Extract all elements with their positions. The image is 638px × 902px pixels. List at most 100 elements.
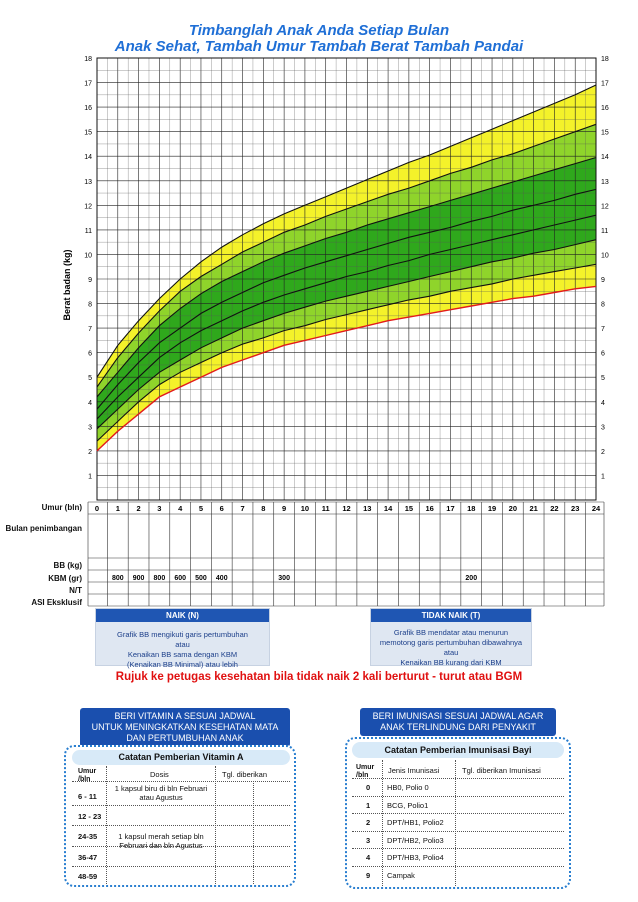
imunisasi-row-umur-5: 9 (366, 870, 371, 880)
vitamin-panel (64, 745, 296, 887)
referral-warning: Rujuk ke petugas kesehatan bila tidak na… (115, 671, 523, 683)
record-table-grid (87, 501, 605, 607)
tidak-naik-line1: Grafik BB mendatar atau menurun (393, 628, 509, 637)
naik-header: NAIK (N) (96, 609, 269, 622)
imunisasi-table-head: Catatan Pemberian Imunisasi Bayi (352, 742, 564, 758)
vitamin-col-umur: Umur /bln (78, 768, 97, 783)
x-tick-23: 23 (571, 504, 579, 513)
tidak-naik-line2: memotong garis pertumbuhan dibawahnya (379, 638, 523, 647)
row-label-kbm: KBM (gr) (48, 574, 82, 583)
x-tick-14: 14 (384, 504, 393, 513)
x-tick-24: 24 (592, 504, 601, 513)
tidak-naik-header: TIDAK NAIK (T) (371, 609, 531, 622)
y-tick-right-2: 2 (601, 449, 605, 456)
imunisasi-row-umur-1: 1 (366, 800, 371, 810)
tidak-naik-line3: atau (443, 648, 459, 657)
vitamin-panel-title: BERI VITAMIN A SESUAI JADWAL UNTUK MENIN… (80, 708, 290, 747)
vitamin-dose-red: 1 kapsul merah setiap bln Februari dan b… (118, 832, 204, 850)
kbm-value-3: 600 (174, 575, 186, 582)
naik-line3: Kenaikan BB sama dengan KBM (127, 650, 238, 659)
kbm-values: 800 900 800 600 500 400 300 200 (112, 575, 477, 582)
x-tick-19: 19 (488, 504, 496, 513)
vitamin-age-3: 36-47 (78, 853, 98, 862)
x-tick-12: 12 (342, 504, 350, 513)
y-tick-left-16: 16 (84, 105, 92, 112)
kbm-value-5: 400 (216, 575, 228, 582)
x-tick-16: 16 (425, 504, 433, 513)
series-line-3 (96, 214, 597, 420)
y-tick-left-11: 11 (85, 228, 92, 235)
imunisasi-row-jenis-3: DPT/HB2, Polio3 (387, 835, 444, 845)
vitamin-title-line2: UNTUK MENINGKATKAN KESEHATAN MATA (91, 722, 279, 732)
y-tick-right-10: 10 (601, 252, 609, 259)
naik-line4: (Kenaikan BB Minimal) atau lebih (127, 660, 238, 669)
y-tick-right-7: 7 (601, 326, 605, 333)
x-tick-6: 6 (220, 504, 224, 513)
kbm-value-7: 200 (465, 575, 477, 582)
vitamin-dose-blue: 1 kapsul biru di bln Februari atau Agust… (114, 784, 208, 802)
y-tick-right-5: 5 (601, 375, 605, 382)
y-tick-right-14: 14 (601, 154, 609, 161)
kbm-value-4: 500 (195, 575, 207, 582)
band-yellow-low (97, 264, 596, 451)
y-tick-left-6: 6 (88, 351, 92, 358)
y-axis-label: Berat badan (kg) (62, 249, 72, 320)
row-label-asi: ASI Eksklusif (31, 598, 82, 607)
row-label-umur: Umur (bln) (41, 503, 82, 512)
series-line-5 (96, 156, 597, 398)
series-line-2 (96, 239, 597, 430)
series-line-0 (96, 285, 597, 452)
x-tick-18: 18 (467, 504, 475, 513)
vitamin-table-head: Catatan Pemberian Vitamin A (72, 750, 290, 765)
imunisasi-row-umur-0: 0 (366, 783, 371, 792)
y-tick-right-3: 3 (601, 424, 605, 431)
imunisasi-row-umur-4: 4 (366, 853, 371, 862)
imunisasi-title-line1: BERI IMUNISASI SESUAI JADWAL AGAR (372, 711, 544, 721)
vitamin-age-4: 48-59 (78, 872, 98, 881)
row-label-bulan: Bulan penimbangan (5, 524, 82, 533)
x-tick-11: 11 (322, 504, 330, 513)
x-tick-1: 1 (116, 504, 120, 513)
imunisasi-row-umur-3: 3 (366, 835, 371, 845)
y-tick-left-8: 8 (88, 302, 92, 309)
imunisasi-col-umur: Umur /bln (356, 764, 375, 779)
chart-grid (96, 57, 597, 501)
imunisasi-panel-title: BERI IMUNISASI SESUAI JADWAL AGAR ANAK T… (360, 708, 556, 736)
imunisasi-row-jenis-0: HB0, Polio 0 (387, 783, 429, 792)
vitamin-age-0: 6 - 11 (78, 792, 97, 801)
series-line-1 (96, 263, 597, 442)
naik-line1: Grafik BB mengikuti garis pertumbuhan (117, 630, 248, 639)
vitamin-title-line1: BERI VITAMIN A SESUAI JADWAL (114, 711, 256, 721)
y-tick-right-8: 8 (601, 302, 605, 309)
y-tick-left-10: 10 (84, 252, 92, 259)
x-tick-3: 3 (157, 504, 161, 513)
y-tick-left-2: 2 (88, 449, 92, 456)
y-tick-left-12: 12 (84, 203, 92, 210)
y-tick-right-6: 6 (601, 351, 605, 358)
imunisasi-col-jenis: Jenis Imunisasi (388, 766, 440, 775)
kbm-value-0: 800 (112, 575, 124, 582)
vitamin-title-line3: DAN PERTUMBUHAN ANAK (126, 733, 244, 743)
imunisasi-row-jenis-4: DPT/HB3, Polio4 (387, 853, 444, 862)
vitamin-age-2: 24-35 (78, 832, 98, 841)
x-tick-2: 2 (136, 504, 140, 513)
x-tick-4: 4 (178, 504, 183, 513)
chart-title-line2: Anak Sehat, Tambah Umur Tambah Berat Tam… (114, 38, 524, 55)
x-tick-7: 7 (240, 504, 244, 513)
y-tick-left-14: 14 (84, 154, 92, 161)
y-tick-right-4: 4 (601, 400, 605, 407)
x-tick-13: 13 (363, 504, 371, 513)
imunisasi-row-jenis-1: BCG, Polio1 (387, 800, 429, 810)
series-line-7 (96, 84, 597, 378)
x-tick-15: 15 (405, 504, 413, 513)
x-tick-17: 17 (446, 504, 454, 513)
growth-lines (96, 84, 597, 452)
y-tick-right-18: 18 (601, 56, 609, 63)
y-tick-left-7: 7 (88, 326, 92, 333)
y-tick-right-11: 11 (601, 228, 608, 235)
naik-box: NAIK (N) Grafik BB mengikuti garis pertu… (95, 608, 270, 669)
y-tick-right-17: 17 (601, 81, 609, 88)
series-line-6 (96, 123, 597, 388)
